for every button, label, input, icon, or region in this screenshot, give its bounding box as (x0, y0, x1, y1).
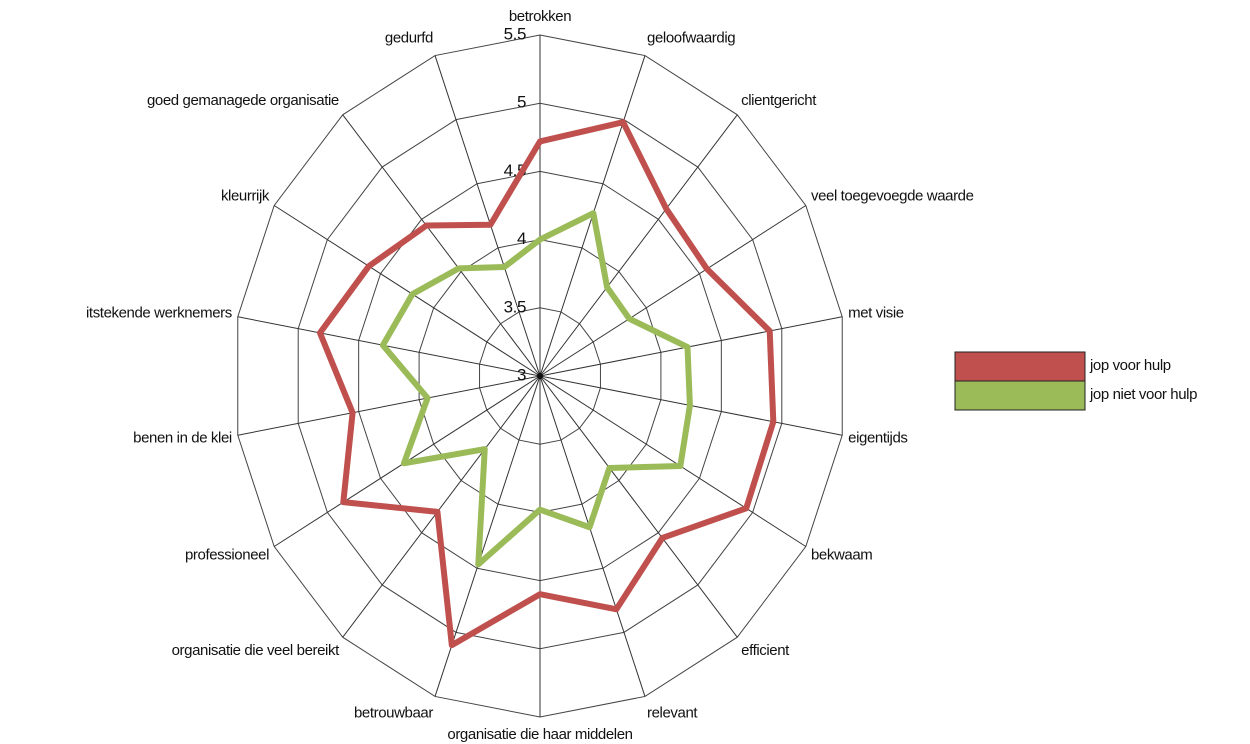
axis-label: met visie (848, 305, 904, 322)
axis-label: organisatie die haar middelen (447, 726, 632, 743)
axis-spoke (237, 375, 541, 436)
axis-spoke (539, 114, 738, 377)
axis-spoke (539, 375, 738, 638)
axis-label: kleurrijk (221, 187, 270, 204)
legend-label: jop niet voor hulp (1089, 386, 1197, 403)
series-line (379, 210, 693, 568)
axis-spoke (539, 375, 646, 697)
r-tick-label: 5 (517, 93, 526, 112)
axis-label: benen in de klei (133, 429, 232, 446)
axis-label: goed gemanagede organisatie (147, 92, 339, 109)
axis-label: veel toegevoegde waarde (811, 187, 974, 204)
axis-spoke (342, 375, 541, 638)
axis-spoke (237, 316, 541, 377)
axis-label: clientgericht (741, 92, 817, 109)
r-tick-label: 5.5 (504, 24, 526, 43)
axis-label: betrouwbaar (354, 704, 433, 721)
legend-swatch (954, 351, 1086, 382)
legend-swatch (954, 380, 1086, 411)
axis-label: efficient (741, 642, 790, 659)
axis-label: relevant (647, 704, 698, 721)
axis-label: organisatie die veel bereikt (172, 642, 340, 659)
axis-label: geloofwaardig (647, 30, 735, 47)
axis-label: itstekende werknemers (86, 305, 232, 322)
axis-label: betrokken (509, 8, 571, 25)
axis-label: bekwaam (811, 546, 872, 563)
r-tick-label: 3 (517, 365, 526, 384)
r-tick-label: 3.5 (504, 297, 526, 316)
axis-spoke (539, 205, 807, 377)
series-line (316, 119, 777, 649)
axis-spoke (342, 114, 541, 377)
axis-spoke (434, 375, 541, 697)
r-tick-label: 4 (517, 229, 526, 248)
axis-spoke (273, 205, 541, 377)
axis-spoke (539, 316, 843, 377)
axis-spoke (434, 55, 541, 377)
axis-label: gedurfd (385, 30, 433, 47)
legend-label: jop voor hulp (1089, 357, 1171, 374)
axis-label: professioneel (185, 546, 269, 563)
center-dot (537, 373, 543, 379)
axis-label: eigentijds (848, 429, 907, 446)
axis-spoke (539, 375, 807, 547)
